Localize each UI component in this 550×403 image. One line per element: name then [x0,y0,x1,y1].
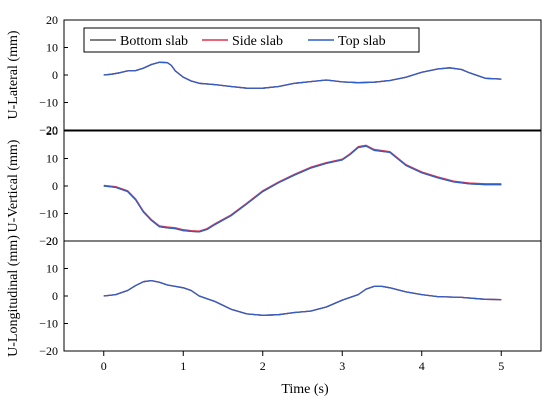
x-tick-label: 3 [339,359,345,373]
panel-1: −20 −10 0 10 20 U-Lateral (mm) [6,13,542,137]
y-tick-label: −20 [39,123,58,137]
x-tick-label: 5 [498,359,504,373]
x-tick-label: 4 [419,359,425,373]
panel-frame [63,130,542,242]
y-tick-label: 10 [46,152,58,166]
legend: Bottom slab Side slab Top slab [83,27,420,53]
y-tick-label: −10 [39,317,58,331]
panel-3: −20 −10 0 10 20 U-Longitudinal (mm) [6,234,542,358]
x-tick-label: 2 [260,359,266,373]
series-line-bottom-slab [103,279,502,316]
series-line-top-slab [103,279,502,316]
y-axis-label: U-Lateral (mm) [6,30,21,119]
panel-2: −20 −10 0 10 20 U-Vertical (mm) [6,124,542,248]
x-tick-label: 0 [101,359,107,373]
y-tick-label: 0 [52,289,58,303]
x-tick-label: 1 [180,359,186,373]
y-tick-label: 20 [46,234,58,248]
series-line-bottom-slab [103,145,502,233]
y-tick-label: 0 [52,179,58,193]
y-tick-label: −20 [39,234,58,248]
y-tick-label: 10 [46,41,58,55]
y-tick-label: 20 [46,13,58,27]
x-axis-label: Time (s) [281,382,329,397]
series-line-top-slab [103,145,502,233]
panel-frame [63,240,542,352]
y-axis-label: U-Longitudinal (mm) [6,235,21,357]
series-line-side-slab [103,61,502,89]
y-tick-label: 0 [52,68,58,82]
y-tick-label: −10 [39,96,58,110]
series-line-bottom-slab [103,61,502,89]
legend-box [83,27,420,53]
chart-panels: −20 −10 0 10 20 U-Lateral (mm) −20 −10 0 10 20 U-Ve… [6,13,542,358]
legend-label: Top slab [338,34,386,49]
y-tick-label: 10 [46,262,58,276]
legend-label: Bottom slab [120,34,188,49]
y-tick-label: −20 [39,344,58,358]
y-tick-label: −10 [39,207,58,221]
series-line-top-slab [103,61,502,89]
y-tick-label: 20 [46,124,58,138]
series-line-side-slab [103,144,502,232]
x-axis: 0 1 2 3 4 5 [101,351,504,373]
legend-label: Side slab [232,34,283,49]
y-axis-label: U-Vertical (mm) [6,139,21,232]
series-line-side-slab [103,279,502,316]
